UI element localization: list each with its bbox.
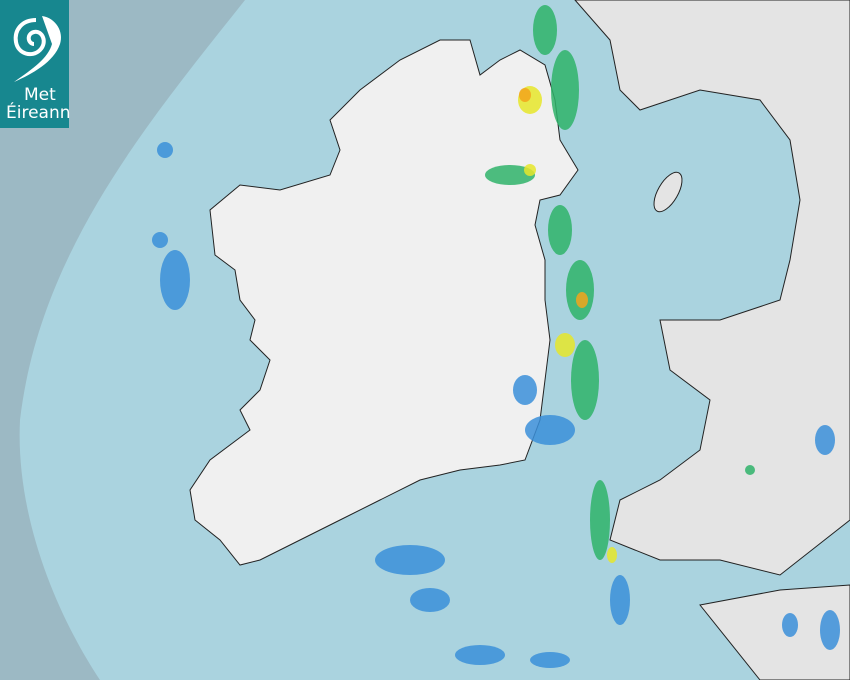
rain-echo-moderate [590, 480, 610, 560]
rain-echo-heavy [524, 164, 536, 176]
rain-echo-light [157, 142, 173, 158]
rain-echo-light [782, 613, 798, 637]
isle-of-man [653, 171, 683, 213]
rain-echo-heavy [607, 547, 617, 563]
met-eireann-logo: Met Éireann [0, 0, 71, 128]
rain-echo-very-heavy [519, 88, 531, 102]
southwest-england-landmass [699, 584, 850, 680]
rain-echoes [152, 5, 840, 668]
rain-echo-light [455, 645, 505, 665]
rain-echo-light [152, 232, 168, 248]
rain-echo-moderate [566, 260, 594, 320]
rain-echo-light [375, 545, 445, 575]
rain-echo-light [610, 575, 630, 625]
rain-echo-heavy [555, 333, 575, 357]
rain-echo-light [410, 588, 450, 612]
rain-echo-moderate [745, 465, 755, 475]
rain-echo-moderate [551, 50, 579, 130]
rain-echo-moderate [533, 5, 557, 55]
rain-echo-light [525, 415, 575, 445]
great-britain-landmass [574, 0, 850, 576]
rain-echo-light [513, 375, 537, 405]
rain-echo-moderate [548, 205, 572, 255]
logo-text-met: Met [24, 85, 56, 105]
rain-echo-light [820, 610, 840, 650]
ireland-landmass [189, 39, 579, 566]
rain-echo-light [530, 652, 570, 668]
rain-echo-moderate [485, 165, 535, 185]
spiral-logo-icon [13, 16, 62, 82]
rain-echo-very-heavy [576, 292, 588, 308]
rain-echo-moderate [571, 340, 599, 420]
logo-text-eireann: Éireann [6, 103, 71, 123]
rain-echo-light [160, 250, 190, 310]
rain-echo-light [815, 425, 835, 455]
